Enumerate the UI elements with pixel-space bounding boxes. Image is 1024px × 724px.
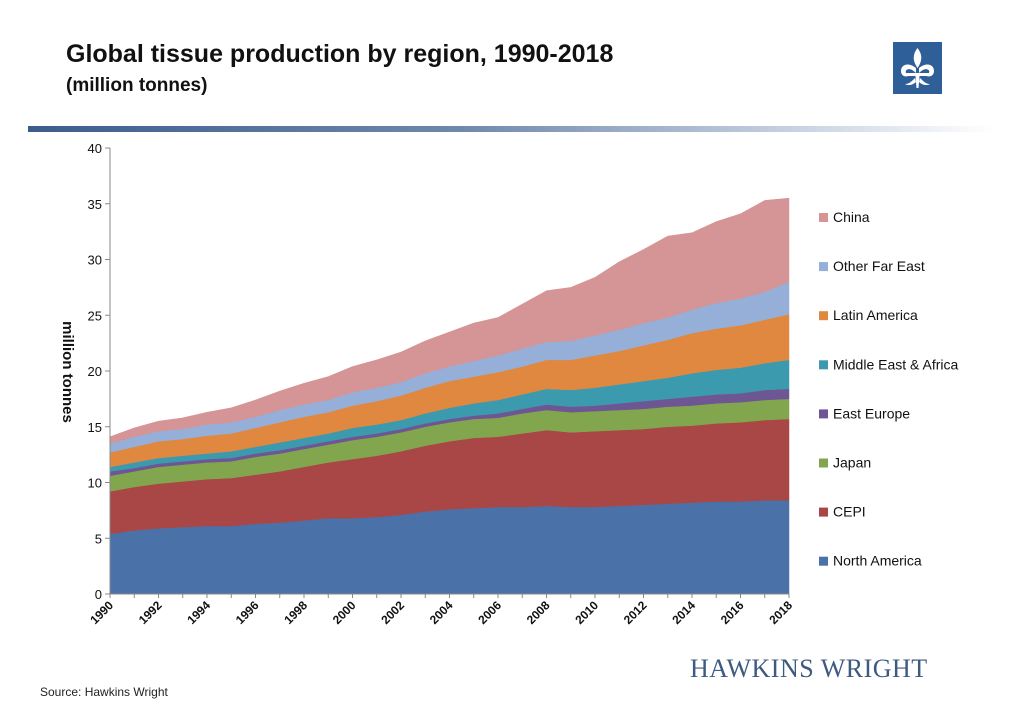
x-tick-label: 1994 (184, 598, 213, 627)
y-tick-label: 20 (88, 364, 102, 379)
legend-swatch-latin-america (819, 311, 828, 321)
y-tick-label: 0 (95, 587, 102, 602)
legend-swatch-north-america (819, 556, 828, 566)
x-tick-label: 1992 (136, 598, 165, 627)
chart-subtitle: (million tonnes) (66, 75, 208, 96)
area-china (109, 197, 790, 444)
y-tick-label: 25 (88, 308, 102, 323)
x-tick-label: 2008 (524, 598, 553, 627)
x-tick-label: 2000 (330, 598, 359, 627)
x-tick-label: 2018 (766, 598, 795, 627)
area-series-group (109, 197, 790, 595)
x-tick-label: 2004 (427, 598, 456, 627)
legend-label-cepi: CEPI (833, 504, 866, 520)
source-note: Source: Hawkins Wright (40, 685, 168, 699)
legend-swatch-japan (819, 458, 828, 468)
y-tick-label: 15 (88, 420, 102, 435)
y-tick-label: 10 (88, 476, 102, 491)
x-tick-label: 2010 (572, 598, 601, 627)
x-tick-label: 1998 (281, 598, 310, 627)
legend-label-east-europe: East Europe (833, 405, 910, 421)
legend-label-other-far-east: Other Far East (833, 258, 925, 274)
legend-swatch-east-europe (819, 409, 828, 419)
y-tick-label: 40 (88, 141, 102, 156)
x-tick-label: 2006 (475, 598, 504, 627)
y-axis-label: million tonnes (59, 321, 76, 423)
legend-swatch-china (819, 213, 828, 222)
x-tick-label: 1990 (87, 598, 116, 627)
fleur-de-lis-icon (893, 42, 942, 94)
legend-swatch-cepi (819, 507, 828, 517)
x-tick-label: 2014 (669, 598, 698, 627)
x-tick-label: 1996 (233, 598, 262, 627)
legend-label-china: China (833, 209, 870, 225)
header-rule (28, 126, 993, 132)
legend-swatch-other-far-east (819, 262, 828, 272)
legend-label-middle-east-and-africa: Middle East & Africa (833, 356, 958, 372)
legend: China Other Far East Latin America Middle E… (819, 209, 958, 569)
y-tick-label: 30 (88, 253, 102, 268)
legend-label-north-america: North America (833, 553, 922, 569)
x-tick-label: 2016 (718, 598, 747, 627)
legend-swatch-middle-east-and-africa (819, 360, 828, 370)
y-tick-label: 35 (88, 197, 102, 212)
legend-label-japan: Japan (833, 455, 871, 471)
y-tick-label: 5 (95, 531, 102, 546)
x-tick-label: 2002 (378, 598, 407, 627)
brand-wordmark: HAWKINS WRIGHT (690, 654, 928, 683)
legend-label-latin-america: Latin America (833, 307, 918, 323)
x-tick-label: 2012 (621, 598, 650, 627)
chart-title: Global tissue production by region, 1990… (66, 40, 614, 68)
